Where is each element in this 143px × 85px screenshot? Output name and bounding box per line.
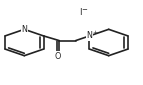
- Text: +: +: [92, 30, 98, 35]
- Text: I: I: [79, 8, 81, 17]
- Text: N: N: [21, 25, 27, 34]
- Text: N: N: [87, 31, 92, 40]
- Text: O: O: [55, 52, 61, 61]
- Text: −: −: [82, 7, 88, 13]
